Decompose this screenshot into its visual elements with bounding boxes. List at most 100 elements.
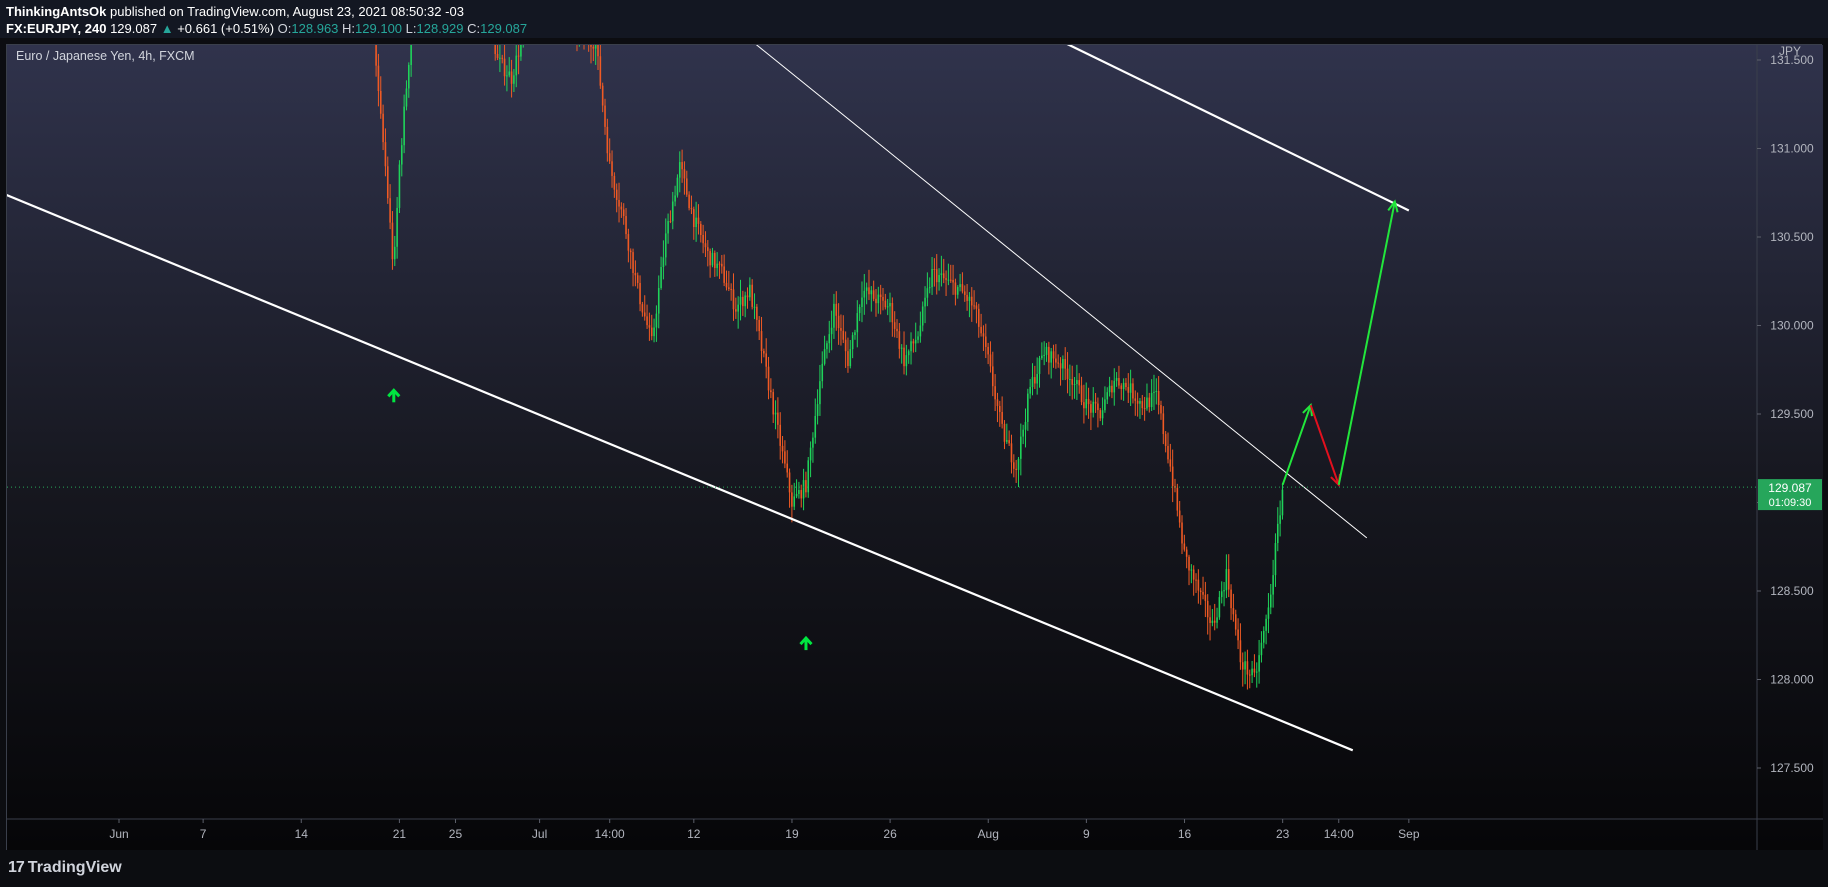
candle-body bbox=[1234, 614, 1237, 630]
candle-body bbox=[1097, 403, 1099, 411]
candle-body bbox=[1267, 607, 1270, 619]
candle-body bbox=[1216, 617, 1218, 623]
candle-body bbox=[688, 194, 690, 209]
tradingview-logo-icon: 17 bbox=[8, 859, 25, 876]
candle-body bbox=[723, 266, 725, 283]
candle-body bbox=[765, 353, 767, 367]
upper-channel-line[interactable] bbox=[119, 45, 1410, 212]
candle-body bbox=[407, 64, 410, 89]
candle-body bbox=[655, 313, 658, 328]
price-change: +0.661 (+0.51%) bbox=[177, 21, 275, 36]
candle-body bbox=[1220, 591, 1223, 598]
candle-body bbox=[786, 463, 789, 473]
candle-body bbox=[1029, 386, 1031, 394]
projection-segment[interactable] bbox=[1337, 201, 1396, 485]
candle-body bbox=[814, 415, 817, 438]
candle-body bbox=[1272, 575, 1274, 595]
candle-body bbox=[1171, 466, 1174, 487]
candle-body bbox=[973, 305, 975, 307]
projection-segment[interactable] bbox=[1309, 404, 1340, 486]
candle-body bbox=[1169, 459, 1172, 467]
candle-body bbox=[938, 275, 940, 283]
candle-body bbox=[942, 273, 945, 279]
candle-body bbox=[774, 412, 777, 415]
candle-body bbox=[634, 272, 637, 276]
candle-body bbox=[508, 71, 511, 76]
high-label: H: bbox=[342, 21, 356, 36]
candle-body bbox=[1206, 600, 1209, 618]
y-tick-label: 131.500 bbox=[1770, 53, 1814, 67]
candle-body bbox=[721, 263, 723, 267]
candle-body bbox=[1241, 662, 1244, 670]
footer: 17 TradingView bbox=[0, 850, 1828, 887]
candle-body bbox=[823, 349, 826, 364]
candle-body bbox=[1181, 522, 1183, 544]
candle-body bbox=[1104, 399, 1106, 411]
candle-body bbox=[1003, 423, 1006, 442]
candle-body bbox=[728, 287, 730, 289]
candle-body bbox=[1162, 413, 1165, 435]
candle-body bbox=[828, 334, 831, 344]
candle-body bbox=[837, 315, 840, 329]
candle-body bbox=[1190, 569, 1193, 571]
candle-body bbox=[798, 490, 800, 494]
candle-body bbox=[1120, 385, 1123, 390]
candle-body bbox=[984, 336, 987, 347]
candle-body bbox=[856, 313, 859, 333]
candle-body bbox=[982, 333, 985, 337]
candle-body bbox=[597, 45, 599, 57]
candle-body bbox=[1052, 351, 1055, 359]
publish-line: ThinkingAntsOk published on TradingView.… bbox=[6, 4, 464, 19]
candle-body bbox=[1143, 408, 1146, 410]
candle-body bbox=[669, 221, 672, 223]
projection-segment[interactable] bbox=[1281, 404, 1312, 486]
candle-body bbox=[1246, 661, 1249, 675]
candle-body bbox=[861, 297, 863, 308]
x-tick-label: 7 bbox=[200, 827, 207, 841]
candle-body bbox=[772, 392, 775, 415]
x-tick-label: Jul bbox=[532, 827, 547, 841]
last-price-tag[interactable] bbox=[1758, 479, 1822, 511]
candle-body bbox=[903, 347, 905, 367]
candle-body bbox=[1139, 401, 1141, 404]
last-price-value: 129.087 bbox=[1768, 481, 1812, 495]
candle-body bbox=[697, 217, 700, 224]
candle-body bbox=[751, 284, 753, 307]
candle-body bbox=[893, 322, 896, 329]
candle-body bbox=[959, 284, 961, 288]
candle-body bbox=[1073, 383, 1076, 385]
candle-body bbox=[1034, 377, 1036, 384]
tradingview-logo[interactable]: 17 TradingView bbox=[8, 859, 122, 877]
candle-body bbox=[1230, 589, 1232, 609]
candle-body bbox=[749, 284, 751, 298]
lower-channel-line[interactable] bbox=[7, 166, 1354, 752]
candle-body bbox=[503, 58, 506, 77]
candle-body bbox=[961, 284, 964, 292]
candle-body bbox=[501, 57, 504, 59]
candle-body bbox=[622, 209, 625, 217]
candle-body bbox=[847, 351, 849, 367]
x-tick-label: Aug bbox=[978, 827, 999, 841]
candle-body bbox=[1258, 655, 1260, 672]
author-name[interactable]: ThinkingAntsOk bbox=[6, 4, 107, 19]
candle-body bbox=[1066, 368, 1069, 380]
candle-body bbox=[1001, 411, 1003, 424]
y-tick-label: 128.500 bbox=[1770, 584, 1814, 598]
candle-body bbox=[384, 142, 387, 167]
candle-body bbox=[1087, 398, 1090, 405]
candle-body bbox=[840, 328, 842, 331]
symbol-label[interactable]: FX:EURJPY, 240 bbox=[6, 21, 107, 36]
inner-trendline-line[interactable] bbox=[315, 45, 1368, 539]
candle-body bbox=[1080, 385, 1083, 403]
candle-body bbox=[590, 45, 592, 47]
candle-body bbox=[1062, 358, 1064, 369]
chart-frame[interactable]: Euro / Japanese Yen, 4h, FXCM JPY 127.50… bbox=[6, 44, 1823, 851]
candle-body bbox=[627, 234, 630, 251]
candle-body bbox=[900, 347, 903, 349]
candle-body bbox=[1183, 543, 1186, 550]
candle-body bbox=[410, 45, 412, 65]
price-chart[interactable]: Euro / Japanese Yen, 4h, FXCM JPY 127.50… bbox=[7, 45, 1823, 851]
candle-body bbox=[657, 288, 660, 314]
candle-body bbox=[826, 343, 828, 350]
candle-body bbox=[1164, 434, 1167, 446]
